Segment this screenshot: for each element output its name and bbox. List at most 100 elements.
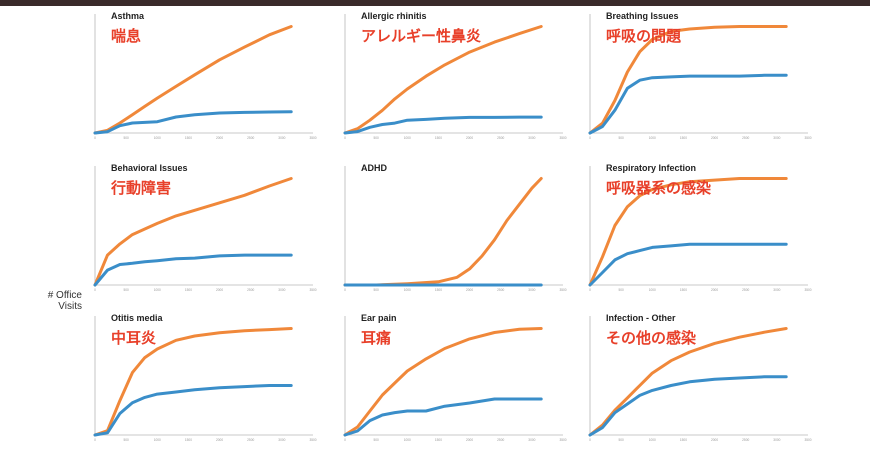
- x-tick-label: 0: [94, 438, 96, 442]
- x-tick-label: 2500: [497, 136, 504, 140]
- series-a-line: [93, 327, 293, 437]
- series-b-line: [343, 115, 543, 135]
- x-tick-label: 3000: [773, 438, 780, 442]
- series-a-line: [343, 177, 543, 287]
- x-tick-label: 1500: [185, 438, 192, 442]
- x-tick-label: 0: [589, 136, 591, 140]
- x-tick-label: 0: [589, 288, 591, 292]
- series-a-line: [93, 177, 293, 287]
- series-b-line: [588, 73, 788, 135]
- x-tick-label: 1000: [649, 438, 656, 442]
- x-tick-label: 1500: [680, 288, 687, 292]
- x-tick-label: 2000: [216, 288, 223, 292]
- x-tick-label: 0: [344, 438, 346, 442]
- x-tick-label: 2500: [742, 136, 749, 140]
- x-tick-label: 500: [373, 438, 379, 442]
- panel-title: Respiratory Infection: [606, 163, 696, 173]
- x-tick-label: 3500: [559, 136, 566, 140]
- y-axis-label-line-1: # Office: [47, 290, 82, 301]
- chart-panel-infection-other: 0 500 1000 1500 2000 2500 3000 3500 Infection - …: [588, 313, 812, 442]
- panel-japanese-title: 中耳炎: [111, 329, 156, 347]
- series-b-line: [588, 242, 788, 287]
- chart-panel-asthma: 0 500 1000 1500 2000 2500 3000 3500 Asthma 喘息: [93, 11, 317, 140]
- x-tick-label: 500: [123, 438, 129, 442]
- panel-japanese-title: 耳痛: [361, 329, 391, 347]
- series-a-line: [588, 25, 788, 135]
- chart-panel-behavioral-issues: 0 500 1000 1500 2000 2500 3000 3500 Behavioral I…: [93, 163, 317, 292]
- x-tick-label: 1500: [435, 438, 442, 442]
- x-tick-label: 1000: [404, 438, 411, 442]
- top-border-bar: [0, 0, 870, 6]
- x-tick-label: 500: [373, 136, 379, 140]
- series-b-line: [93, 384, 293, 437]
- panel-title: Ear pain: [361, 313, 397, 323]
- x-tick-label: 1000: [154, 288, 161, 292]
- x-tick-label: 3500: [309, 136, 316, 140]
- series-b-line: [93, 253, 293, 287]
- x-tick-label: 2000: [216, 438, 223, 442]
- x-tick-label: 3500: [804, 136, 811, 140]
- panel-japanese-title: アレルギー性鼻炎: [361, 27, 481, 45]
- x-tick-label: 2000: [466, 438, 473, 442]
- series-a-line: [343, 25, 543, 135]
- x-tick-label: 3500: [309, 438, 316, 442]
- panel-title: Asthma: [111, 11, 145, 21]
- panel-title: ADHD: [361, 163, 387, 173]
- x-tick-label: 1000: [404, 136, 411, 140]
- x-tick-label: 1500: [435, 136, 442, 140]
- panel-japanese-title: 呼吸器系の感染: [606, 179, 712, 197]
- x-tick-label: 2000: [711, 438, 718, 442]
- x-tick-label: 1500: [185, 136, 192, 140]
- x-tick-label: 1500: [680, 136, 687, 140]
- x-tick-label: 2000: [466, 136, 473, 140]
- series-b-line: [588, 375, 788, 437]
- x-tick-label: 1000: [154, 438, 161, 442]
- x-tick-label: 1500: [185, 288, 192, 292]
- x-tick-label: 0: [94, 288, 96, 292]
- panel-title: Behavioral Issues: [111, 163, 188, 173]
- series-a-line: [93, 25, 293, 135]
- x-tick-label: 3000: [528, 288, 535, 292]
- series-a-line: [588, 177, 788, 287]
- series-a-line: [588, 327, 788, 437]
- x-tick-label: 1000: [649, 288, 656, 292]
- x-tick-label: 3000: [278, 136, 285, 140]
- x-tick-label: 2000: [466, 288, 473, 292]
- panel-title: Allergic rhinitis: [361, 11, 427, 21]
- x-tick-label: 2000: [711, 288, 718, 292]
- x-tick-label: 3000: [528, 136, 535, 140]
- x-tick-label: 500: [123, 288, 129, 292]
- x-tick-label: 0: [344, 136, 346, 140]
- x-tick-label: 0: [94, 136, 96, 140]
- x-tick-label: 3000: [528, 438, 535, 442]
- x-tick-label: 0: [344, 288, 346, 292]
- panel-title: Breathing Issues: [606, 11, 679, 21]
- x-tick-label: 500: [618, 288, 624, 292]
- x-tick-label: 2500: [497, 288, 504, 292]
- x-tick-label: 2500: [247, 136, 254, 140]
- x-tick-label: 2500: [742, 438, 749, 442]
- global-y-axis-label: # Office Visits: [22, 290, 82, 312]
- x-tick-label: 500: [123, 136, 129, 140]
- panel-japanese-title: 呼吸の問題: [606, 27, 682, 45]
- panel-title: Infection - Other: [606, 313, 676, 323]
- chart-panel-ear-pain: 0 500 1000 1500 2000 2500 3000 3500 Ear pain 耳痛: [343, 313, 567, 442]
- x-tick-label: 1500: [435, 288, 442, 292]
- x-tick-label: 2500: [497, 438, 504, 442]
- x-tick-label: 3000: [773, 136, 780, 140]
- panel-japanese-title: 行動障害: [110, 179, 171, 197]
- x-tick-label: 3000: [278, 288, 285, 292]
- chart-panel-breathing-issues: 0 500 1000 1500 2000 2500 3000 3500 Breathing Is…: [588, 11, 812, 140]
- x-tick-label: 0: [589, 438, 591, 442]
- x-tick-label: 1000: [154, 136, 161, 140]
- x-tick-label: 1000: [649, 136, 656, 140]
- y-axis-label-line-2: Visits: [58, 301, 82, 312]
- x-tick-label: 3500: [309, 288, 316, 292]
- x-tick-label: 3000: [278, 438, 285, 442]
- chart-panel-adhd: 0 500 1000 1500 2000 2500 3000 3500 ADHD: [343, 163, 567, 292]
- x-tick-label: 3500: [559, 438, 566, 442]
- series-b-line: [343, 397, 543, 437]
- panel-japanese-title: 喘息: [111, 27, 141, 45]
- x-tick-label: 1000: [404, 288, 411, 292]
